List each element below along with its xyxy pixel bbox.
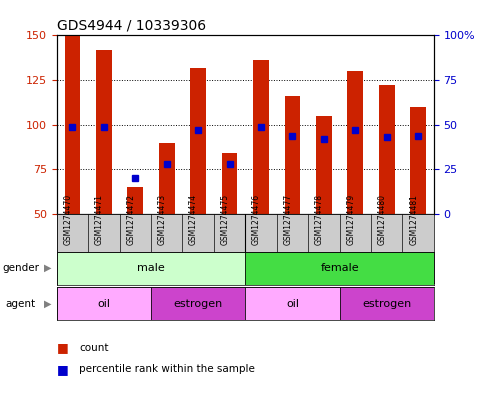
Bar xyxy=(410,107,426,214)
Bar xyxy=(245,287,340,320)
Text: oil: oil xyxy=(97,299,110,309)
Text: estrogen: estrogen xyxy=(174,299,223,309)
Text: GSM1274477: GSM1274477 xyxy=(283,194,292,245)
Bar xyxy=(340,214,371,283)
Text: GSM1274480: GSM1274480 xyxy=(378,194,387,245)
Text: GSM1274473: GSM1274473 xyxy=(158,194,167,245)
Bar xyxy=(182,214,214,283)
Text: ■: ■ xyxy=(57,341,69,354)
Bar xyxy=(57,287,151,320)
Text: ■: ■ xyxy=(57,363,69,376)
Text: ▶: ▶ xyxy=(44,263,52,273)
Bar xyxy=(119,214,151,283)
Bar xyxy=(222,153,238,214)
Text: gender: gender xyxy=(2,263,39,273)
Bar xyxy=(151,214,182,283)
Bar xyxy=(308,214,340,283)
Text: male: male xyxy=(137,263,165,273)
Bar xyxy=(371,214,402,283)
Text: ▶: ▶ xyxy=(44,299,52,309)
Text: GSM1274476: GSM1274476 xyxy=(252,194,261,245)
Text: percentile rank within the sample: percentile rank within the sample xyxy=(79,364,255,375)
Text: estrogen: estrogen xyxy=(362,299,411,309)
Bar xyxy=(245,214,277,283)
Text: GSM1274471: GSM1274471 xyxy=(95,194,104,245)
Text: GSM1274474: GSM1274474 xyxy=(189,194,198,245)
Bar xyxy=(57,252,245,285)
Bar xyxy=(348,71,363,214)
Bar xyxy=(151,287,245,320)
Bar xyxy=(159,143,175,214)
Text: GDS4944 / 10339306: GDS4944 / 10339306 xyxy=(57,19,206,33)
Bar xyxy=(316,116,332,214)
Text: GSM1274472: GSM1274472 xyxy=(126,194,135,245)
Text: GSM1274470: GSM1274470 xyxy=(64,194,72,245)
Bar xyxy=(214,214,246,283)
Text: GSM1274481: GSM1274481 xyxy=(409,194,418,245)
Text: female: female xyxy=(320,263,359,273)
Bar xyxy=(65,35,80,214)
Bar xyxy=(284,96,300,214)
Text: GSM1274475: GSM1274475 xyxy=(220,194,230,245)
Bar xyxy=(57,214,88,283)
Bar xyxy=(190,68,206,214)
Bar xyxy=(340,287,434,320)
Bar xyxy=(88,214,119,283)
Text: GSM1274479: GSM1274479 xyxy=(346,194,355,245)
Text: count: count xyxy=(79,343,108,353)
Bar xyxy=(277,214,308,283)
Bar xyxy=(245,252,434,285)
Bar xyxy=(96,50,112,214)
Text: GSM1274478: GSM1274478 xyxy=(315,194,324,245)
Bar xyxy=(127,187,143,214)
Text: agent: agent xyxy=(5,299,35,309)
Bar xyxy=(402,214,434,283)
Bar xyxy=(379,85,394,214)
Text: oil: oil xyxy=(286,299,299,309)
Bar xyxy=(253,61,269,214)
